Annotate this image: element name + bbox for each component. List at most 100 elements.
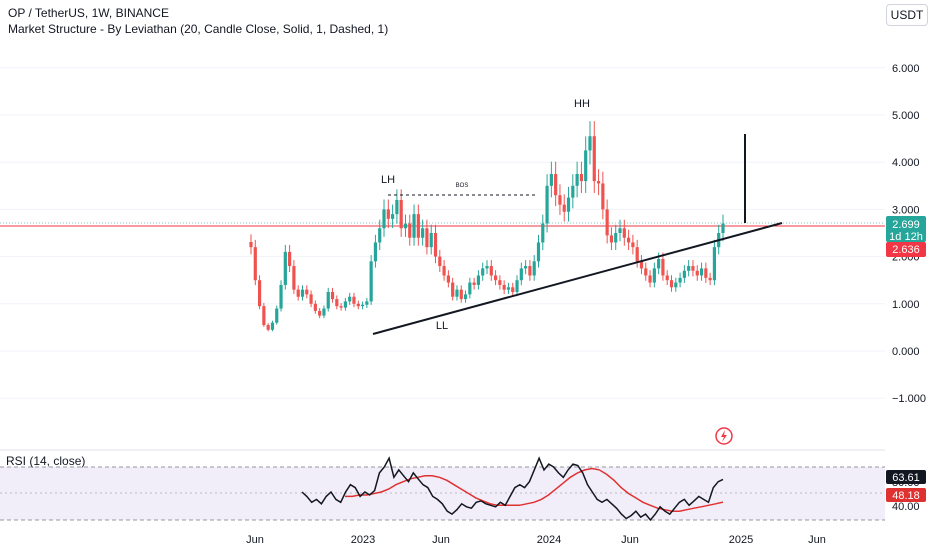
price-tick: 5.000 bbox=[892, 110, 920, 122]
candle-body bbox=[644, 268, 648, 276]
price-tick: 6.000 bbox=[892, 63, 920, 75]
candle-body bbox=[669, 280, 674, 288]
rsi-ma-label: 48.18 bbox=[892, 490, 920, 502]
candle-body bbox=[687, 266, 691, 271]
candle-body bbox=[322, 308, 326, 316]
candle-body bbox=[627, 237, 631, 243]
candle-body bbox=[433, 233, 438, 257]
label-ll: LL bbox=[436, 320, 448, 332]
candle-body bbox=[425, 228, 429, 248]
candle-body bbox=[489, 266, 493, 276]
candle-body bbox=[412, 214, 416, 238]
candle-body bbox=[369, 261, 373, 302]
candle-body bbox=[592, 136, 596, 182]
candle-body bbox=[348, 296, 352, 302]
candle-body bbox=[253, 247, 257, 281]
rsi-value-label: 63.61 bbox=[892, 472, 920, 484]
candle-body bbox=[661, 258, 665, 276]
candle-body bbox=[524, 266, 528, 269]
candle-body bbox=[386, 209, 390, 219]
candle-body bbox=[515, 280, 519, 292]
price-tick: 1.000 bbox=[892, 299, 920, 311]
candle-body bbox=[275, 308, 279, 323]
candle-body bbox=[498, 280, 502, 285]
candle-body bbox=[296, 289, 300, 297]
candle-body bbox=[279, 284, 283, 309]
candle-body bbox=[438, 256, 442, 267]
candle-body bbox=[622, 228, 626, 238]
candle-body bbox=[451, 282, 455, 297]
candle-body bbox=[391, 214, 395, 219]
candle-body bbox=[678, 277, 682, 283]
candle-body bbox=[472, 282, 476, 285]
candle-body bbox=[455, 289, 459, 297]
time-tick: 2023 bbox=[351, 534, 375, 546]
candle-body bbox=[283, 251, 287, 285]
rsi-tick: 40.00 bbox=[892, 501, 920, 513]
candle-body bbox=[408, 223, 412, 238]
candle-body bbox=[528, 266, 532, 276]
candle-body bbox=[395, 199, 399, 215]
candle-body bbox=[313, 303, 317, 311]
rsi-title[interactable]: RSI (14, close) bbox=[6, 454, 86, 468]
candle-body bbox=[699, 268, 704, 276]
candle-body bbox=[532, 261, 536, 276]
candle-body bbox=[485, 266, 489, 269]
candle-body bbox=[459, 289, 463, 300]
candle-body bbox=[584, 150, 588, 182]
candle-body bbox=[343, 301, 347, 308]
lightning-icon[interactable] bbox=[715, 427, 733, 445]
candle-body bbox=[682, 270, 686, 278]
candle-body bbox=[674, 282, 678, 288]
candle-body bbox=[665, 275, 669, 281]
candle-body bbox=[536, 242, 541, 262]
candle-body bbox=[605, 209, 609, 236]
candle-body bbox=[356, 303, 360, 307]
rsi-line bbox=[301, 456, 724, 522]
candle-body bbox=[618, 228, 622, 233]
candle-body bbox=[506, 287, 511, 290]
ref-price-tag: 2.636 bbox=[886, 242, 926, 257]
candle-body bbox=[257, 280, 262, 307]
price-tick: 3.000 bbox=[892, 204, 920, 216]
candle-body bbox=[463, 294, 468, 300]
label-hh: HH bbox=[574, 98, 590, 110]
candle-body bbox=[476, 275, 481, 285]
candle-body bbox=[305, 289, 309, 295]
candle-body bbox=[631, 242, 635, 248]
candle-body bbox=[429, 233, 433, 248]
candle-body bbox=[566, 197, 571, 212]
candle-body bbox=[288, 251, 292, 267]
candle-body bbox=[562, 204, 566, 212]
candle-body bbox=[511, 287, 515, 292]
price-tick: 4.000 bbox=[892, 157, 920, 169]
candle-body bbox=[330, 292, 335, 300]
candle-body bbox=[549, 174, 553, 186]
candle-body bbox=[639, 261, 644, 269]
symbol-title[interactable]: OP / TetherUS, 1W, BINANCE bbox=[8, 6, 169, 20]
candle-body bbox=[446, 275, 450, 283]
candle-body bbox=[571, 185, 575, 198]
time-tick: 2024 bbox=[537, 534, 561, 546]
currency-button[interactable]: USDT bbox=[886, 4, 928, 26]
candle-body bbox=[335, 299, 339, 307]
candle-body bbox=[502, 284, 506, 290]
candle-body bbox=[360, 304, 365, 307]
time-axis: Jun 2023 Jun 2024 Jun 2025 Jun bbox=[246, 534, 826, 546]
candles bbox=[249, 121, 725, 332]
candle-body bbox=[373, 242, 378, 262]
price-tick: 0.000 bbox=[892, 346, 920, 358]
last-price-tag: 2.699 1d 12h bbox=[886, 216, 926, 243]
indicator-title[interactable]: Market Structure - By Leviathan (20, Can… bbox=[8, 22, 389, 36]
price-tick: −1.000 bbox=[892, 393, 926, 405]
candle-body bbox=[326, 292, 330, 309]
candle-body bbox=[493, 275, 498, 281]
chart-grid bbox=[0, 67, 885, 399]
time-tick: Jun bbox=[246, 534, 264, 546]
candle-body bbox=[712, 247, 717, 281]
candle-body bbox=[657, 258, 661, 269]
candle-body bbox=[365, 301, 369, 305]
last-price-label: 2.699 bbox=[892, 219, 920, 231]
candle-body bbox=[270, 322, 275, 330]
candle-body bbox=[442, 266, 446, 276]
